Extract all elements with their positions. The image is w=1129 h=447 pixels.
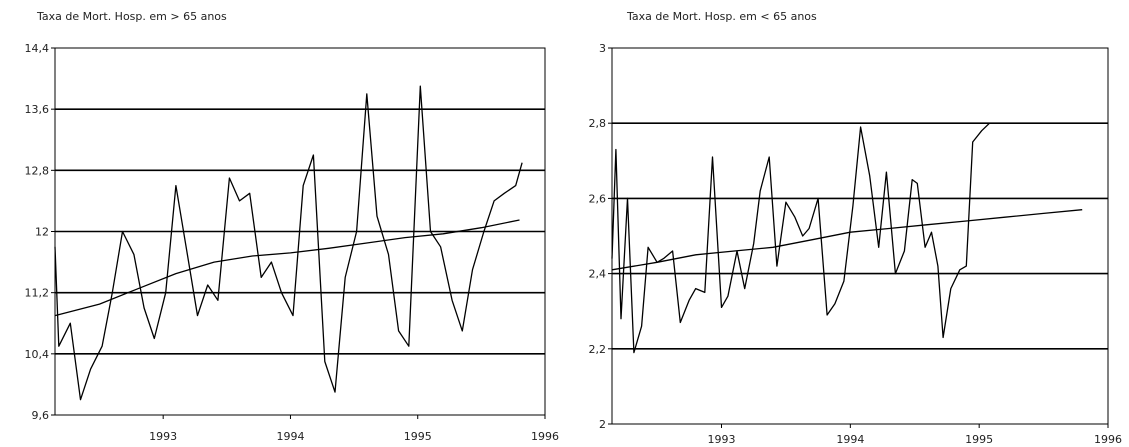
series-line-monthly <box>54 85 523 401</box>
chart-left: 9,6 10,4 11,2 12 12,8 13,6 14,4 1993 1994 1995 199… <box>25 42 560 443</box>
x-tick-label: 1996 <box>1094 433 1122 446</box>
y-tick-label: 2,2 <box>589 343 607 356</box>
chart-title: Taxa de Mort. Hosp. em > 65 anos <box>37 10 227 23</box>
series-line-monthly <box>611 122 1089 354</box>
y-tick-label: 11,2 <box>25 287 50 300</box>
x-tick-label: 1995 <box>404 430 432 443</box>
x-tick-label: 1994 <box>836 433 864 446</box>
x-tick-label: 1996 <box>531 430 559 443</box>
plot-frame <box>611 47 1109 425</box>
series-line-trend <box>54 219 520 317</box>
y-tick-label: 9,6 <box>32 409 50 422</box>
chart-title: Taxa de Mort. Hosp. em < 65 anos <box>627 10 817 23</box>
y-tick-label: 10,4 <box>25 348 50 361</box>
y-tick-label: 2,8 <box>589 117 607 130</box>
chart-right: 2 2,2 2,4 2,6 2,8 3 1993 1994 1995 1996 <box>589 42 1123 446</box>
y-tick-label: 12,8 <box>25 164 50 177</box>
y-tick-label: 2,4 <box>589 268 607 281</box>
y-tick-label: 2,6 <box>589 192 607 205</box>
y-tick-label: 12 <box>35 226 49 239</box>
series-line-trend <box>611 209 1083 271</box>
x-tick-label: 1993 <box>708 433 736 446</box>
y-tick-label: 3 <box>599 42 606 55</box>
chart-panel-right: Taxa de Mort. Hosp. em < 65 anos 2 2,2 2,4… <box>565 0 1129 447</box>
y-tick-label: 14,4 <box>25 42 50 55</box>
chart-panel-left: Taxa de Mort. Hosp. em > 65 anos 9,6 10,4… <box>25 10 560 443</box>
y-tick-label: 2 <box>599 418 606 431</box>
y-tick-label: 13,6 <box>25 103 50 116</box>
x-tick-label: 1994 <box>276 430 304 443</box>
x-tick-label: 1995 <box>965 433 993 446</box>
x-tick-label: 1993 <box>149 430 177 443</box>
